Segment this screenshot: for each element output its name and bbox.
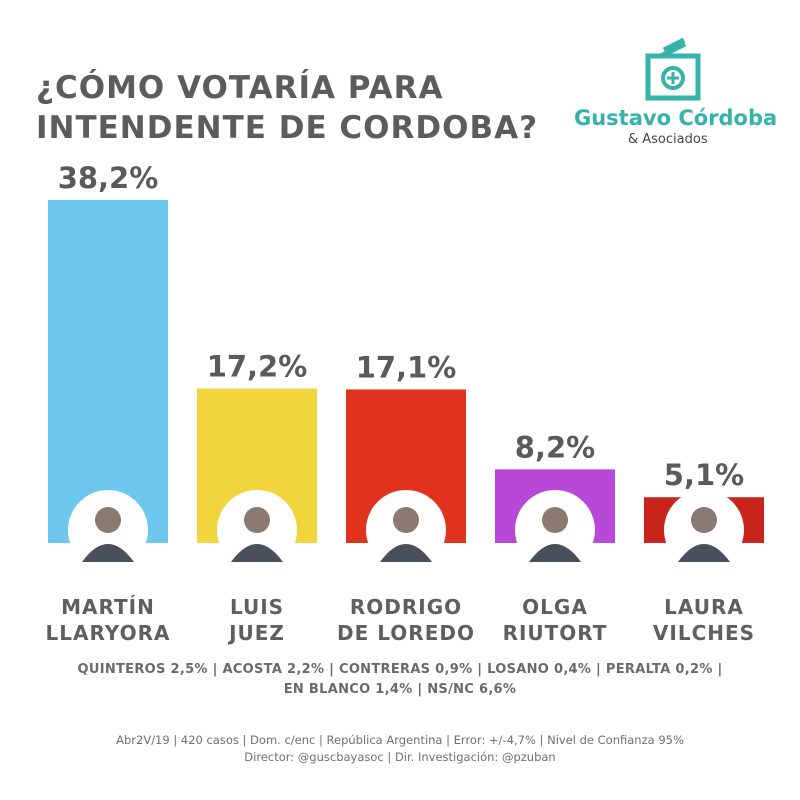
category-label-1-0: LUIS xyxy=(230,595,284,619)
logo-name: Gustavo Córdoba xyxy=(574,106,778,130)
title-line-2: INTENDENTE DE CORDOBA? xyxy=(36,110,539,146)
category-label-1-1: JUEZ xyxy=(227,621,285,645)
other-candidates: QUINTEROS 2,5% | ACOSTA 2,2% | CONTRERAS… xyxy=(0,660,800,700)
value-label-0: 38,2% xyxy=(58,161,159,195)
photo-body-2 xyxy=(380,544,432,562)
logo-subtitle: & Asociados xyxy=(628,132,708,147)
value-label-3: 8,2% xyxy=(515,430,595,464)
photo-head-0 xyxy=(95,507,121,533)
ballot-box-icon xyxy=(645,37,701,101)
other-candidates-line-1: QUINTEROS 2,5% | ACOSTA 2,2% | CONTRERAS… xyxy=(77,662,723,677)
value-label-1: 17,2% xyxy=(207,350,308,384)
category-label-2-1: DE LOREDO xyxy=(337,621,475,645)
chart-title: ¿CÓMO VOTARÍA PARA INTENDENTE DE CORDOBA… xyxy=(36,68,538,148)
category-label-4-0: LAURA xyxy=(664,595,744,619)
category-label-2-0: RODRIGO xyxy=(350,595,462,619)
photo-body-0 xyxy=(82,544,134,562)
value-label-2: 17,1% xyxy=(356,350,457,384)
title-line-1: ¿CÓMO VOTARÍA PARA xyxy=(36,70,444,106)
photo-head-4 xyxy=(691,507,717,533)
photo-body-3 xyxy=(529,544,581,562)
survey-metadata-line-1: Abr2V/19 | 420 casos | Dom. c/enc | Repú… xyxy=(116,733,684,747)
candidate-photo-icon xyxy=(380,507,432,562)
candidate-photo-icon xyxy=(82,507,134,562)
pollster-logo: Gustavo Córdoba & Asociados xyxy=(568,36,778,156)
bar-0 xyxy=(48,200,168,543)
category-label-0-1: LLARYORA xyxy=(46,621,171,645)
photo-head-1 xyxy=(244,507,270,533)
value-label-4: 5,1% xyxy=(664,458,744,492)
category-label-3-0: OLGA xyxy=(522,595,588,619)
category-label-0-0: MARTÍN xyxy=(61,595,155,619)
candidate-photo-icon xyxy=(231,507,283,562)
other-candidates-line-2: EN BLANCO 1,4% | NS/NC 6,6% xyxy=(283,682,517,697)
photo-head-3 xyxy=(542,507,568,533)
candidate-photo-icon xyxy=(678,507,730,562)
photo-head-2 xyxy=(393,507,419,533)
survey-metadata: Abr2V/19 | 420 casos | Dom. c/enc | Repú… xyxy=(0,732,800,766)
category-label-4-1: VILCHES xyxy=(653,621,755,645)
survey-metadata-line-2: Director: @guscbayasoc | Dir. Investigac… xyxy=(244,750,556,764)
candidate-photo-icon xyxy=(529,507,581,562)
photo-body-4 xyxy=(678,544,730,562)
category-label-3-1: RIUTORT xyxy=(503,621,608,645)
photo-body-1 xyxy=(231,544,283,562)
